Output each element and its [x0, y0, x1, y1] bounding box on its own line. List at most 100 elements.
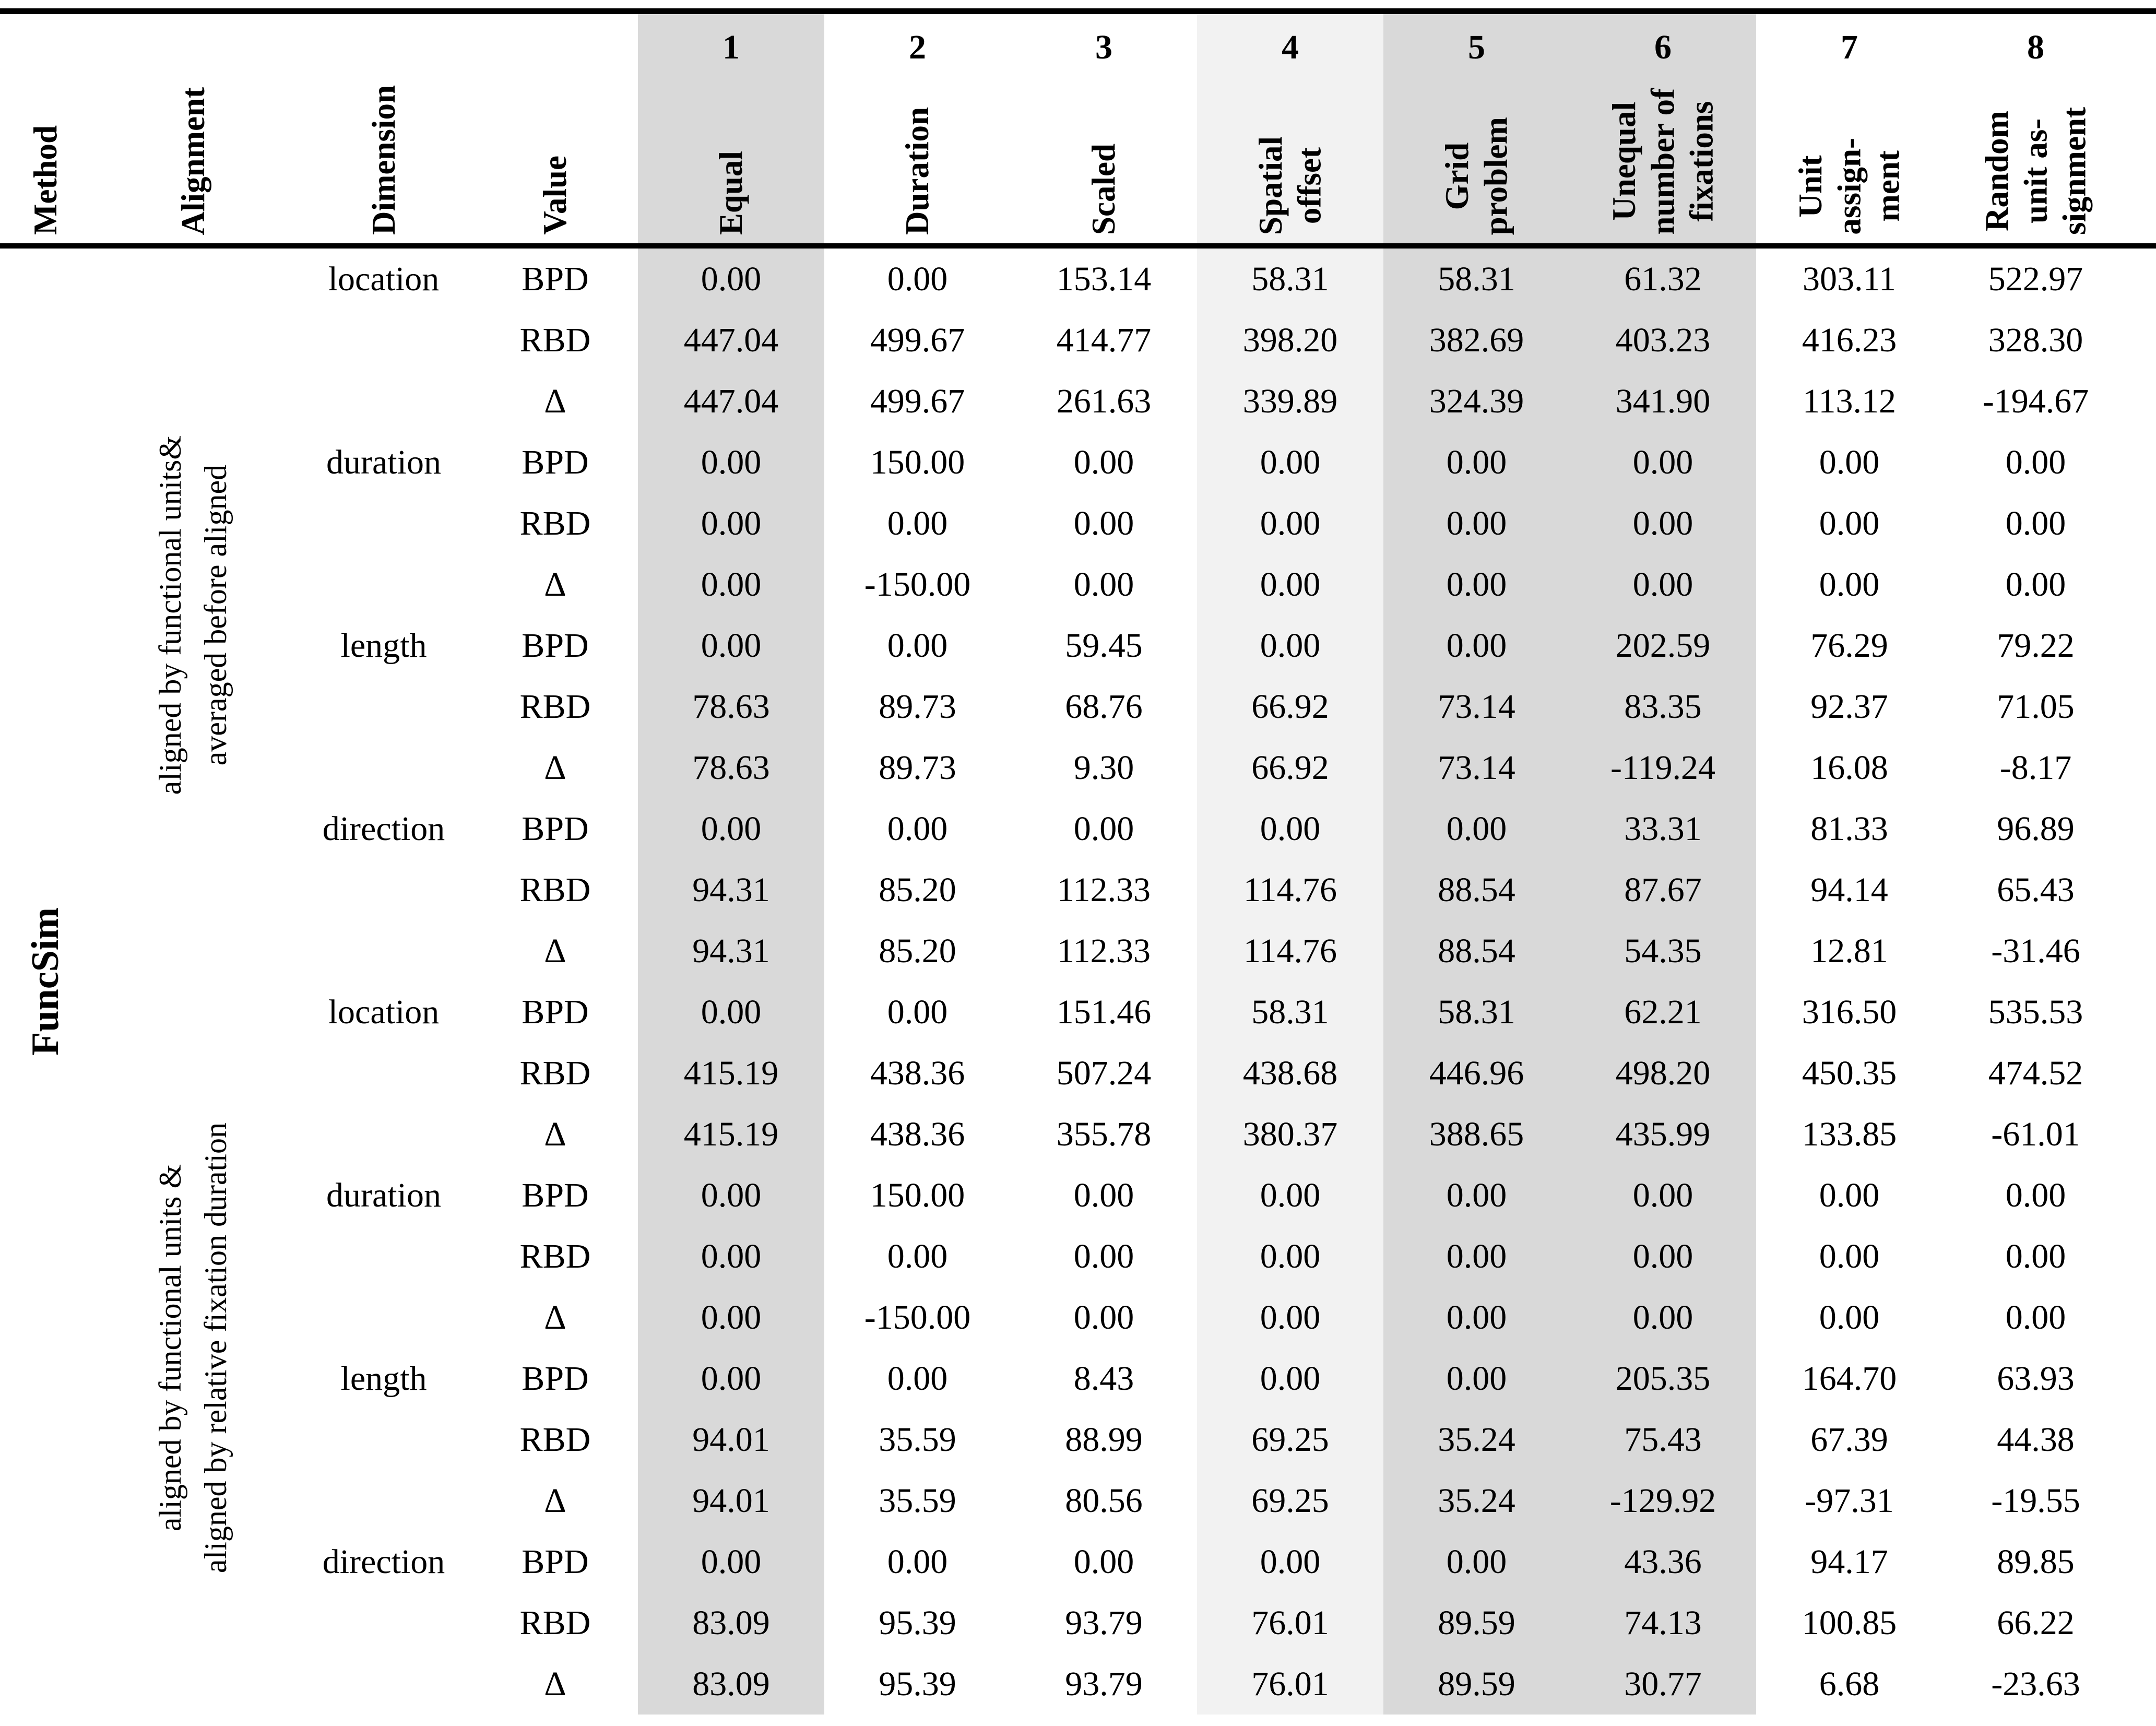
- data-cell: 85.20: [879, 870, 956, 909]
- data-cell: 35.59: [879, 1481, 956, 1520]
- value-cell: RBD: [519, 321, 591, 359]
- data-cell: 88.99: [1065, 1420, 1143, 1459]
- table-row: direction BPD 0.00 0.00 0.00 0.00 0.00 33.31 81.…: [295, 798, 2129, 859]
- data-cell: -119.24: [1570, 737, 1756, 798]
- data-cell: 54.35: [1570, 920, 1756, 982]
- data-cell: 67.39: [1810, 1420, 1888, 1459]
- table-row: Δ 94.31 85.20 112.33 114.76 88.54 54.35 12.81 -3…: [295, 920, 2129, 982]
- data-cell: 65.43: [1997, 870, 2075, 909]
- table-row: Δ 78.63 89.73 9.30 66.92 73.14 -119.24 16.08 -8.…: [295, 737, 2129, 798]
- data-cell: 0.00: [638, 249, 824, 310]
- data-cell: -150.00: [864, 565, 971, 604]
- data-cell: 95.39: [879, 1664, 956, 1703]
- value-cell: BPD: [522, 992, 589, 1031]
- data-cell: 0.00: [887, 1237, 948, 1275]
- data-cell: 416.23: [1802, 321, 1897, 359]
- data-cell: 59.45: [1065, 626, 1143, 665]
- column-header-unequal-fixations: 6 Unequal number of fixations: [1570, 14, 1756, 243]
- value-cell: BPD: [522, 626, 589, 665]
- data-cell: 0.00: [887, 626, 948, 665]
- table-body: location BPD 0.00 0.00 153.14 58.31 58.31 61.32…: [295, 249, 2129, 1715]
- data-cell: 0.00: [1197, 615, 1383, 676]
- data-cell: 80.56: [1065, 1481, 1143, 1520]
- dimension-cell: [295, 1653, 472, 1715]
- dimension-cell: [295, 1287, 472, 1348]
- data-cell: 0.00: [1073, 809, 1134, 848]
- data-cell: 0.00: [638, 1287, 824, 1348]
- data-cell: 58.31: [1383, 982, 1570, 1043]
- dimension-cell: [295, 1226, 472, 1287]
- data-cell: 94.31: [638, 920, 824, 982]
- data-cell: 85.20: [879, 931, 956, 970]
- data-cell: 6.68: [1819, 1664, 1880, 1703]
- data-cell: 88.54: [1383, 920, 1570, 982]
- data-cell: 78.63: [638, 676, 824, 737]
- column-number: 8: [2027, 28, 2044, 66]
- data-cell: 100.85: [1802, 1603, 1897, 1642]
- data-cell: 0.00: [2005, 1298, 2066, 1337]
- dimension-cell: [295, 920, 472, 982]
- value-cell: BPD: [522, 259, 589, 298]
- data-cell: 44.38: [1997, 1420, 2075, 1459]
- table-row: duration BPD 0.00 150.00 0.00 0.00 0.00 0.00 0.0…: [295, 432, 2129, 493]
- dimension-cell: [295, 493, 472, 554]
- data-cell: 8.43: [1073, 1359, 1134, 1398]
- alignment-cell-relative-duration: aligned by functional units & aligned by…: [91, 982, 295, 1715]
- data-cell: -129.92: [1570, 1470, 1756, 1531]
- method-label: FuncSim: [24, 907, 67, 1056]
- data-cell: 0.00: [1197, 554, 1383, 615]
- data-cell: 58.31: [1197, 982, 1383, 1043]
- data-cell: 438.36: [870, 1054, 965, 1092]
- header-separator-rule: [0, 243, 2156, 249]
- data-cell: -194.67: [1982, 382, 2089, 420]
- data-cell: 0.00: [1570, 493, 1756, 554]
- value-cell: RBD: [519, 1237, 591, 1275]
- data-cell: 499.67: [870, 321, 965, 359]
- dimension-cell: [295, 371, 472, 432]
- data-cell: 151.46: [1056, 992, 1152, 1031]
- data-cell: 0.00: [1819, 1298, 1880, 1337]
- data-cell: 112.33: [1057, 870, 1151, 909]
- data-cell: 328.30: [1988, 321, 2083, 359]
- data-cell: 114.76: [1197, 920, 1383, 982]
- column-label: Random unit as- signment: [1979, 107, 2093, 235]
- data-cell: 9.30: [1073, 748, 1134, 787]
- data-cell: 0.00: [1819, 565, 1880, 604]
- value-cell: Δ: [544, 1115, 566, 1153]
- data-cell: 0.00: [1383, 1226, 1570, 1287]
- data-cell: 0.00: [1073, 443, 1134, 481]
- data-cell: 43.36: [1570, 1531, 1756, 1592]
- data-cell: 324.39: [1383, 371, 1570, 432]
- data-cell: 0.00: [1197, 1226, 1383, 1287]
- data-cell: 113.12: [1802, 382, 1897, 420]
- data-cell: 61.32: [1570, 249, 1756, 310]
- data-cell: -150.00: [864, 1298, 971, 1337]
- data-cell: 0.00: [638, 432, 824, 493]
- data-cell: 75.43: [1570, 1409, 1756, 1470]
- data-cell: 78.63: [638, 737, 824, 798]
- column-number: 7: [1841, 28, 1858, 66]
- data-cell: 0.00: [638, 1531, 824, 1592]
- data-cell: 66.22: [1997, 1603, 2075, 1642]
- data-cell: 87.67: [1570, 859, 1756, 920]
- data-cell: 83.09: [638, 1653, 824, 1715]
- data-cell: 438.36: [870, 1115, 965, 1153]
- data-cell: 0.00: [1570, 1226, 1756, 1287]
- data-cell: 303.11: [1802, 259, 1897, 298]
- dimension-cell: duration: [326, 443, 441, 481]
- data-cell: 0.00: [1383, 493, 1570, 554]
- data-cell: 0.00: [2005, 504, 2066, 542]
- data-cell: 0.00: [1197, 1348, 1383, 1409]
- data-cell: 95.39: [879, 1603, 956, 1642]
- data-cell: 76.01: [1197, 1653, 1383, 1715]
- data-cell: 0.00: [1570, 1165, 1756, 1226]
- table-row: length BPD 0.00 0.00 8.43 0.00 0.00 205.35 164.7…: [295, 1348, 2129, 1409]
- column-header-alignment: Alignment: [91, 14, 295, 243]
- table-row: RBD 78.63 89.73 68.76 66.92 73.14 83.35 92.37 71…: [295, 676, 2129, 737]
- value-cell: BPD: [522, 1542, 589, 1581]
- data-cell: 435.99: [1570, 1104, 1756, 1165]
- data-cell: 0.00: [887, 259, 948, 298]
- data-cell: 0.00: [1570, 554, 1756, 615]
- data-cell: 71.05: [1997, 687, 2075, 726]
- column-label: Grid problem: [1439, 116, 1514, 235]
